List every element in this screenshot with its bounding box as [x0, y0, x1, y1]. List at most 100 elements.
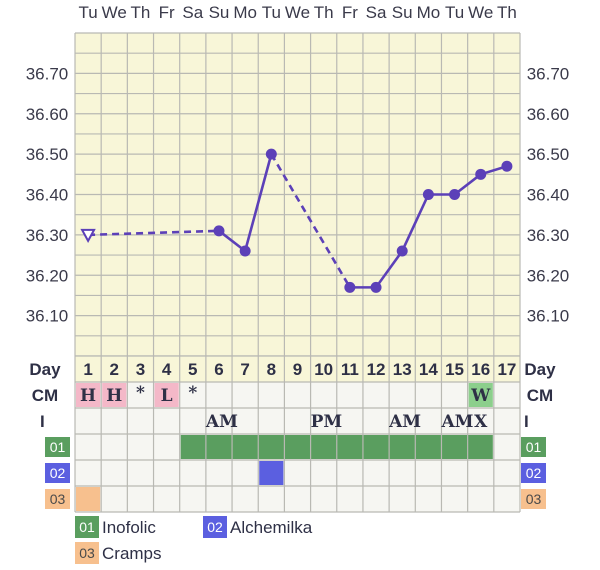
temperature-line-segment	[88, 229, 220, 237]
legend-label: Inofolic	[102, 518, 156, 537]
temperature-point	[344, 281, 356, 293]
weekday-label: Tu	[445, 3, 464, 22]
med-code-right: 02	[526, 465, 542, 481]
med-code-pill-left	[45, 489, 70, 509]
y-tick-label-right: 36.20	[527, 266, 570, 285]
y-tick-label-left: 36.60	[26, 105, 69, 124]
legend-swatch	[203, 516, 227, 538]
legend-code: 03	[79, 545, 95, 561]
temperature-line-segment	[243, 153, 273, 252]
weekday-label: Mo	[417, 3, 441, 22]
day-number: 4	[162, 360, 172, 379]
weekday-label: Th	[497, 3, 517, 22]
day-number: 16	[471, 360, 490, 379]
temperature-line-segment	[218, 229, 246, 253]
temperature-point	[396, 245, 408, 257]
med-code-pill-left	[45, 463, 70, 483]
y-tick-label-left: 36.20	[26, 266, 69, 285]
temperature-point	[265, 148, 277, 160]
intercourse-value: X	[474, 412, 488, 432]
day-number: 1	[83, 360, 92, 379]
row-label-left: I	[40, 412, 45, 431]
y-tick-label-left: 36.50	[26, 145, 69, 164]
med-code-pill-right	[521, 489, 546, 509]
day-number: 5	[188, 360, 197, 379]
day-number: 14	[419, 360, 438, 379]
day-number: 12	[367, 360, 386, 379]
temperature-line-segment	[374, 250, 404, 289]
row-label-right: Day	[524, 360, 556, 379]
temperature-point-triangle	[80, 228, 96, 243]
row-label-left: CM	[32, 386, 58, 405]
day-number: 7	[240, 360, 249, 379]
cm-cell-fill	[154, 383, 179, 407]
y-tick-label-left: 36.10	[26, 307, 69, 326]
medication-bar	[259, 461, 284, 485]
y-tick-label-right: 36.40	[527, 186, 570, 205]
temperature-point	[370, 281, 382, 293]
day-number: 11	[341, 360, 359, 379]
weekday-label: Mo	[233, 3, 257, 22]
intercourse-value: AM	[440, 412, 473, 432]
temperature-line-segment	[401, 193, 430, 252]
weekday-label: Su	[209, 3, 230, 22]
medication-bar	[76, 487, 101, 511]
temperature-point	[239, 245, 251, 257]
med-code-left: 03	[50, 491, 66, 507]
day-row-background	[75, 356, 520, 382]
row-label-right: CM	[527, 386, 553, 405]
cm-cell-fill	[468, 383, 493, 407]
y-tick-label-right: 36.50	[527, 145, 570, 164]
med-code-left: 01	[50, 439, 66, 455]
y-tick-label-left: 36.30	[26, 226, 69, 245]
weekday-label: Su	[392, 3, 413, 22]
legend-code: 02	[207, 519, 223, 535]
temperature-point	[422, 189, 434, 200]
med-code-pill-right	[521, 437, 546, 457]
y-tick-label-right: 36.10	[527, 307, 570, 326]
cm-cell-fill	[76, 383, 101, 407]
weekday-label: Sa	[366, 3, 387, 22]
day-number: 13	[393, 360, 412, 379]
weekday-label: We	[102, 3, 127, 22]
weekday-label: We	[285, 3, 310, 22]
day-number: 9	[293, 360, 302, 379]
temperature-line-segment	[453, 173, 482, 196]
legend-code: 01	[79, 519, 95, 535]
cm-value: *	[136, 383, 145, 403]
temperature-point	[501, 160, 513, 172]
weekday-label: Fr	[159, 3, 175, 22]
cm-value: H	[80, 386, 96, 406]
intercourse-value: AM	[388, 412, 421, 432]
y-tick-label-right: 36.30	[527, 226, 570, 245]
y-tick-label-right: 36.70	[527, 64, 570, 83]
cm-value: W	[470, 386, 491, 406]
y-tick-label-left: 36.70	[26, 64, 69, 83]
y-tick-label-right: 36.60	[527, 105, 570, 124]
temperature-point	[213, 225, 225, 237]
row-label-left: Day	[29, 360, 61, 379]
weekday-label: Th	[314, 3, 334, 22]
intercourse-value: PM	[311, 412, 343, 432]
cm-value: H	[106, 386, 122, 406]
med-code-right: 01	[526, 439, 542, 455]
weekday-label: Fr	[342, 3, 358, 22]
med-code-left: 02	[50, 465, 66, 481]
legend-swatch	[75, 516, 99, 538]
row-label-right: I	[524, 412, 529, 431]
cm-value: *	[188, 383, 197, 403]
temperature-series	[80, 148, 513, 293]
cm-cell-fill	[102, 383, 127, 407]
weekday-label: Sa	[182, 3, 203, 22]
intercourse-value: AM	[205, 412, 238, 432]
cm-value: L	[161, 386, 173, 406]
weekday-label: We	[468, 3, 493, 22]
legend-label: Cramps	[102, 544, 162, 563]
y-tick-label-left: 36.40	[26, 186, 69, 205]
day-number: 2	[110, 360, 119, 379]
legend-swatch	[75, 542, 99, 564]
day-number: 8	[267, 360, 276, 379]
day-number: 3	[136, 360, 145, 379]
